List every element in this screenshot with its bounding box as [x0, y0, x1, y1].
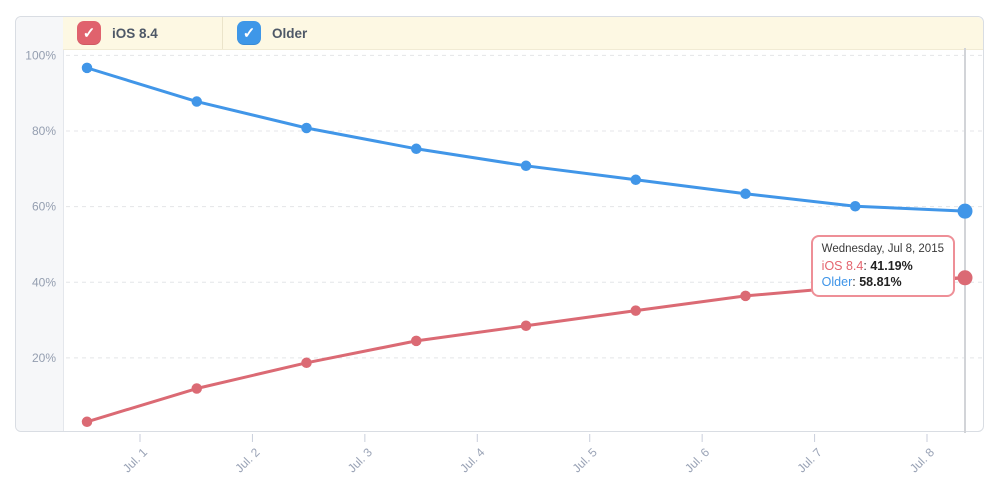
data-point[interactable] [520, 320, 532, 331]
checkbox-checked-icon[interactable]: ✓ [237, 21, 261, 45]
y-axis-label: 80% [32, 124, 56, 138]
x-axis-label: Jul. 4 [457, 445, 487, 475]
tooltip-row: iOS 8.4: 41.19% [822, 258, 944, 275]
legend-item-ios-8-4[interactable]: ✓ iOS 8.4 [63, 17, 223, 49]
data-point[interactable] [411, 335, 422, 347]
data-point[interactable] [630, 174, 642, 186]
series-line [85, 276, 967, 424]
tooltip-row: Older: 58.81% [822, 274, 944, 291]
tooltip-value: 41.19% [870, 258, 913, 273]
y-axis-label: 100% [25, 48, 56, 62]
data-point[interactable] [630, 305, 642, 316]
data-point[interactable] [411, 143, 422, 155]
series-line [85, 66, 967, 213]
data-point[interactable] [957, 203, 973, 219]
data-point[interactable] [520, 160, 532, 172]
data-point[interactable] [301, 357, 312, 369]
checkbox-checked-icon[interactable]: ✓ [77, 21, 101, 45]
tooltip-series-name: Older [821, 275, 853, 289]
x-axis-label: Jul. 8 [907, 445, 937, 475]
data-point[interactable] [191, 96, 203, 107]
data-point[interactable] [850, 201, 861, 212]
data-point[interactable] [191, 383, 203, 394]
y-axis-gutter [16, 17, 64, 431]
x-axis-label: Jul. 5 [570, 445, 600, 475]
data-point[interactable] [81, 416, 93, 428]
tooltip-value: 58.81% [859, 275, 902, 289]
legend-label: Older [272, 25, 308, 41]
tooltip: Wednesday, Jul 8, 2015 iOS 8.4: 41.19% O… [810, 235, 955, 297]
data-point[interactable] [740, 290, 751, 302]
tooltip-separator: : [863, 258, 871, 273]
tooltip-date: Wednesday, Jul 8, 2015 [821, 243, 944, 255]
data-point[interactable] [301, 122, 312, 134]
x-axis-label: Jul. 6 [682, 445, 712, 475]
x-axis-label: Jul. 1 [120, 445, 150, 475]
legend-label: iOS 8.4 [112, 25, 158, 41]
tooltip-series-name: iOS 8.4 [821, 258, 864, 273]
chart-card: ✓ iOS 8.4 ✓ Older [15, 16, 984, 432]
x-axis-label: Jul. 3 [345, 445, 375, 475]
legend-item-older[interactable]: ✓ Older [223, 17, 321, 49]
y-axis-label: 60% [32, 200, 56, 214]
x-axis-label: Jul. 2 [232, 445, 262, 475]
tooltip-separator: : [852, 275, 860, 289]
legend-bar: ✓ iOS 8.4 ✓ Older [63, 17, 983, 50]
x-axis-label: Jul. 7 [795, 445, 825, 475]
y-axis-label: 20% [32, 351, 56, 365]
data-point[interactable] [81, 62, 93, 74]
y-axis-label: 40% [32, 275, 56, 289]
data-point[interactable] [957, 270, 973, 286]
data-point[interactable] [740, 188, 751, 200]
